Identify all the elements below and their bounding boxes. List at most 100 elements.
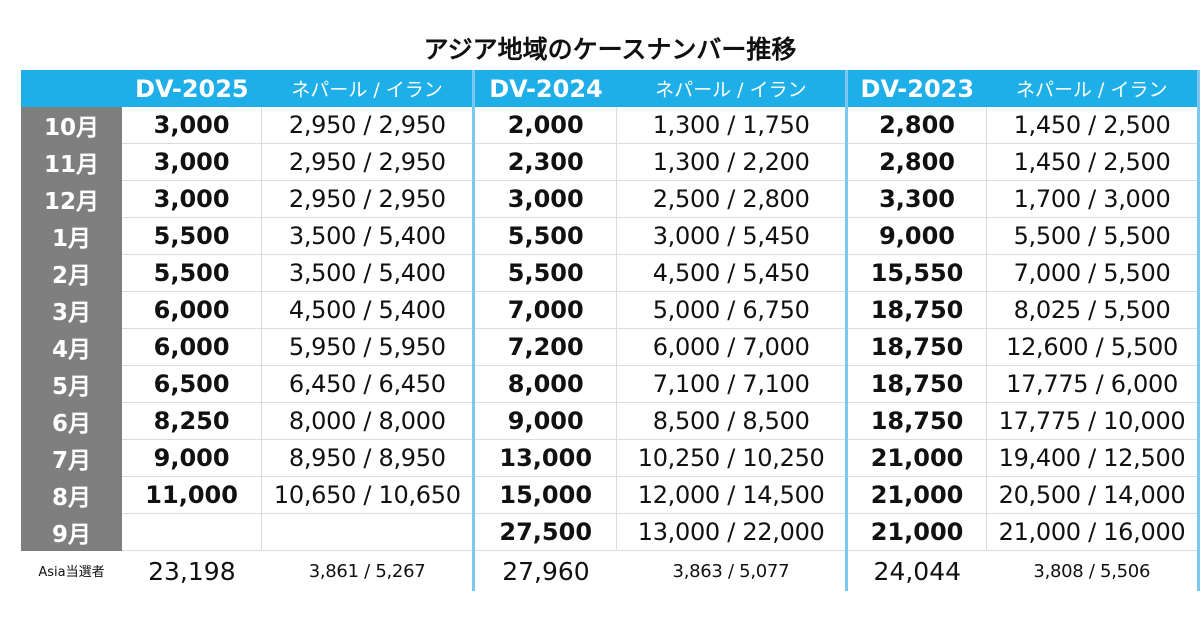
dv2024-case: 5,500	[472, 217, 618, 255]
dv2023-case: 2,800	[845, 143, 988, 181]
dv2025-case: 11,000	[121, 476, 263, 514]
dv2023-case: 3,300	[845, 180, 988, 218]
total-dv2025-case: 23,198	[148, 556, 236, 586]
dv2024-nepal-iran: 10,250 / 10,250	[616, 439, 848, 477]
dv2023-case: 18,750	[845, 291, 988, 329]
total-dv2024-nepal-iran: 3,863 / 5,077	[672, 560, 790, 582]
dv2025-nepal-iran: 2,950 / 2,950	[261, 143, 475, 181]
dv2023-nepal-iran: 21,000 / 16,000	[986, 513, 1200, 551]
dv2023-case: 18,750	[845, 365, 988, 403]
dv2023-nepal-iran: 17,775 / 6,000	[986, 365, 1200, 403]
dv2025-nepal-iran: 2,950 / 2,950	[261, 180, 475, 218]
dv2025-case: 6,500	[121, 365, 263, 403]
month-label: 8月	[21, 476, 122, 514]
month-label: 1月	[21, 217, 122, 255]
table-row: 6月 8,250 8,000 / 8,000 9,000 8,500 / 8,500 18…	[21, 402, 1200, 440]
case-number-table: DV-2025 ネパール / イラン DV-2024 ネパール / イラン DV…	[21, 70, 1200, 591]
dv2025-nepal-iran: 6,450 / 6,450	[261, 365, 475, 403]
month-label: 6月	[21, 402, 122, 440]
dv2023-nepal-iran: 1,450 / 2,500	[986, 143, 1200, 181]
dv2025-case: 6,000	[121, 328, 263, 366]
table-row: 2月 5,500 3,500 / 5,400 5,500 4,500 / 5,450 15…	[21, 254, 1200, 292]
table-row: 8月 11,000 10,650 / 10,650 15,000 12,000 / 14…	[21, 476, 1200, 514]
table-row: 3月 6,000 4,500 / 5,400 7,000 5,000 / 6,750 18…	[21, 291, 1200, 329]
dv2023-case: 18,750	[845, 402, 988, 440]
dv2024-nepal-iran: 5,000 / 6,750	[616, 291, 848, 329]
month-label: 11月	[21, 143, 122, 181]
dv2023-nepal-iran: 1,450 / 2,500	[986, 107, 1200, 144]
dv2024-nepal-iran: 8,500 / 8,500	[616, 402, 848, 440]
header-nepal-iran: ネパール / イラン	[986, 70, 1200, 107]
table-row: 10月 3,000 2,950 / 2,950 2,000 1,300 / 1,750 2…	[21, 107, 1200, 144]
dv2024-nepal-iran: 4,500 / 5,450	[616, 254, 848, 292]
header-dv2023: DV-2023	[845, 70, 987, 107]
table-row: 5月 6,500 6,450 / 6,450 8,000 7,100 / 7,100 18…	[21, 365, 1200, 403]
header-dv2025: DV-2025	[121, 70, 262, 107]
total-dv2023-case: 24,044	[845, 550, 987, 591]
dv2024-case: 9,000	[472, 402, 618, 440]
dv2023-case: 21,000	[845, 439, 988, 477]
dv2024-case: 2,000	[472, 107, 618, 144]
table-row: 7月 9,000 8,950 / 8,950 13,000 10,250 / 10,25…	[21, 439, 1200, 477]
dv2024-case: 2,300	[472, 143, 618, 181]
dv2025-nepal-iran: 8,000 / 8,000	[261, 402, 475, 440]
dv2025-nepal-iran: 5,950 / 5,950	[261, 328, 475, 366]
table-row: 12月 3,000 2,950 / 2,950 3,000 2,500 / 2,800 3…	[21, 180, 1200, 218]
dv2024-nepal-iran: 1,300 / 1,750	[616, 107, 848, 144]
dv2023-nepal-iran: 17,775 / 10,000	[986, 402, 1200, 440]
total-dv2023-nepal-iran: 3,808 / 5,506	[986, 550, 1200, 591]
dv2024-case: 8,000	[472, 365, 618, 403]
dv2023-case: 9,000	[845, 217, 988, 255]
month-label: 9月	[21, 513, 122, 551]
total-dv2024-case: 27,960	[472, 550, 617, 591]
dv2025-case: 5,500	[121, 254, 263, 292]
page-title: アジア地域のケースナンバー推移	[423, 35, 797, 64]
dv2025-nepal-iran: 4,500 / 5,400	[261, 291, 475, 329]
header-nepal-iran: ネパール / イラン	[261, 70, 474, 107]
dv2023-nepal-iran: 1,700 / 3,000	[986, 180, 1200, 218]
dv2025-case: 6,000	[121, 291, 263, 329]
dv2024-nepal-iran: 13,000 / 22,000	[616, 513, 848, 551]
dv2024-nepal-iran: 6,000 / 7,000	[616, 328, 848, 366]
dv2025-nepal-iran: 8,950 / 8,950	[261, 439, 475, 477]
dv2025-case: 3,000	[121, 143, 263, 181]
month-label: 12月	[21, 180, 122, 218]
dv2024-case: 5,500	[472, 254, 618, 292]
month-label: 2月	[21, 254, 122, 292]
month-label: 4月	[21, 328, 122, 366]
header-nepal-iran: ネパール / イラン	[616, 70, 847, 107]
month-label: 5月	[21, 365, 122, 403]
total-row: Asia当選者 23,198 3,861 / 5,267 27,960 3,863 / …	[21, 550, 1200, 591]
table-row: 4月 6,000 5,950 / 5,950 7,200 6,000 / 7,000 18…	[21, 328, 1200, 366]
asia-winners-label: Asia当選者	[38, 565, 105, 581]
dv2023-nepal-iran: 19,400 / 12,500	[986, 439, 1200, 477]
dv2024-nepal-iran: 2,500 / 2,800	[616, 180, 848, 218]
dv2023-case: 18,750	[845, 328, 988, 366]
dv2025-case: 8,250	[121, 402, 263, 440]
dv2025-case: 3,000	[121, 180, 263, 218]
month-label: 10月	[21, 107, 122, 144]
dv2025-case: 5,500	[121, 217, 263, 255]
dv2025-nepal-iran	[261, 513, 475, 551]
dv2023-case: 21,000	[845, 513, 988, 551]
dv2025-case: 3,000	[121, 107, 263, 144]
dv2023-case: 15,550	[845, 254, 988, 292]
month-label: 3月	[21, 291, 122, 329]
dv2024-case: 7,000	[472, 291, 618, 329]
dv2023-nepal-iran: 20,500 / 14,000	[986, 476, 1200, 514]
month-label: 7月	[21, 439, 122, 477]
dv2024-case: 3,000	[472, 180, 618, 218]
dv2025-nepal-iran: 3,500 / 5,400	[261, 254, 475, 292]
dv2024-case: 13,000	[472, 439, 618, 477]
dv2023-case: 21,000	[845, 476, 988, 514]
dv2023-case: 2,800	[845, 107, 988, 144]
dv2024-nepal-iran: 12,000 / 14,500	[616, 476, 848, 514]
table-row: 11月 3,000 2,950 / 2,950 2,300 1,300 / 2,200 2…	[21, 143, 1200, 181]
table-row: 9月 27,500 13,000 / 22,000 21,000 21,000 / 16…	[21, 513, 1200, 551]
dv2024-case: 15,000	[472, 476, 618, 514]
total-dv2025-nepal-iran: 3,861 / 5,267	[308, 560, 426, 582]
header-dv2024: DV-2024	[472, 70, 617, 107]
dv2025-nepal-iran: 3,500 / 5,400	[261, 217, 475, 255]
dv2025-nepal-iran: 2,950 / 2,950	[261, 107, 475, 144]
dv2024-nepal-iran: 3,000 / 5,450	[616, 217, 848, 255]
